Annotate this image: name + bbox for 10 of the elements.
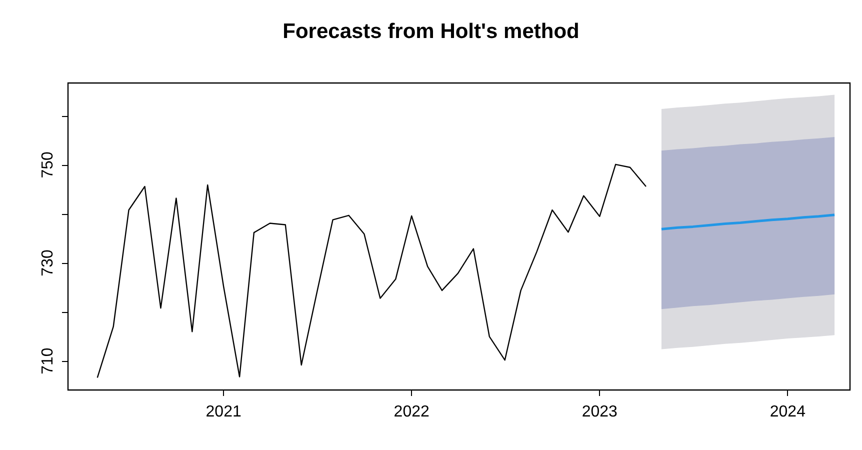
line-series [660,214,836,230]
y-tick-label: 750 [40,151,56,178]
chart-title: Forecasts from Holt's method [282,20,580,43]
x-tick-label: 2022 [394,404,430,420]
x-tick-label: 2023 [582,404,618,420]
x-tick-label: 2024 [770,404,806,420]
x-tick-label: 2021 [206,404,242,420]
y-tick-label: 730 [40,250,56,276]
y-tick-label: 710 [40,348,56,374]
line-series [96,164,647,378]
